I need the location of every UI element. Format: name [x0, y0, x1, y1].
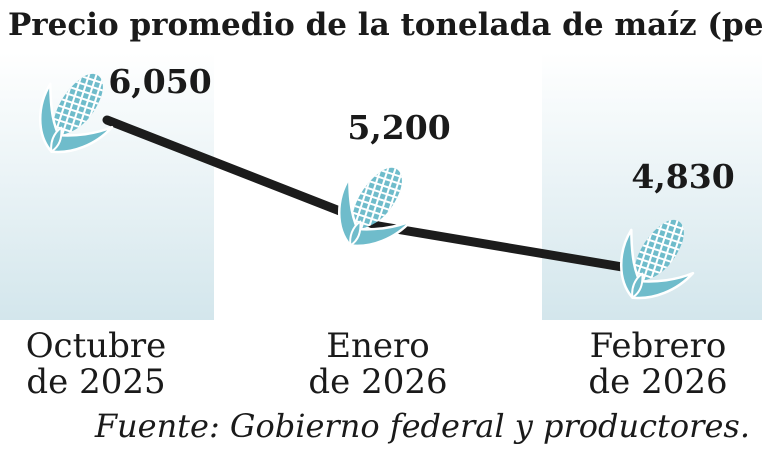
category-label: Enero de 2026: [308, 326, 447, 402]
category-label: Octubre de 2025: [26, 326, 167, 402]
value-label: 4,830: [631, 157, 734, 196]
chart-title: Precio promedio de la tonelada de maíz (…: [8, 7, 762, 43]
line-layer: [102, 115, 657, 277]
category-labels: Octubre de 2025 Enero de 2026 Febrero de 2026: [26, 326, 728, 402]
value-labels: 6,050 5,200 4,830: [108, 62, 734, 196]
series-line-segment: [102, 115, 383, 231]
category-label: Febrero de 2026: [588, 326, 727, 402]
corn-cob-icon: [338, 160, 413, 248]
value-label: 6,050: [108, 62, 211, 101]
band-first: [0, 52, 214, 320]
series-line-segment: [373, 221, 657, 277]
value-label: 5,200: [347, 108, 450, 147]
source-note: Fuente: Gobierno federal y productores.: [94, 407, 750, 445]
